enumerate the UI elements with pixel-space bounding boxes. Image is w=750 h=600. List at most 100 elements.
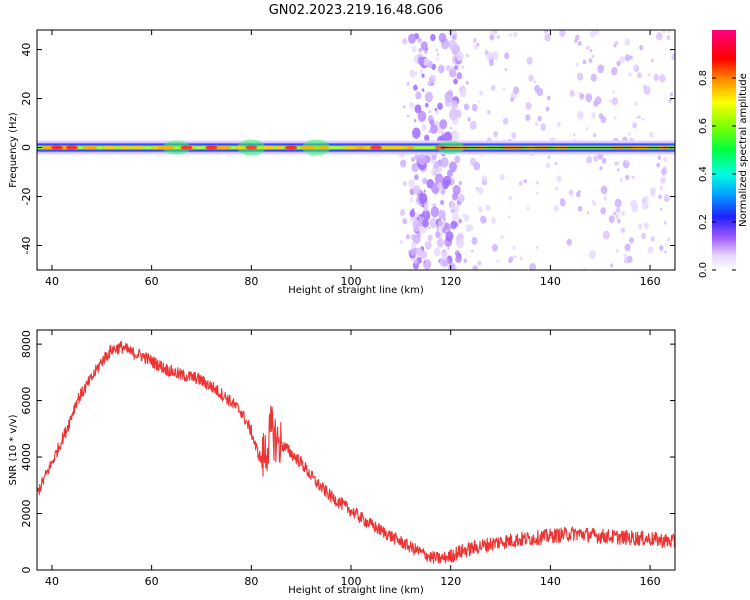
noise-speckle bbox=[510, 96, 515, 102]
noise-speckle bbox=[415, 91, 422, 100]
noise-speckle bbox=[448, 39, 457, 51]
noise-speckle bbox=[502, 87, 506, 91]
noise-speckles bbox=[398, 30, 675, 270]
snr-panel: 40 60 80 100 120 140 160 0 2000 4000 6000 8000 Hei… bbox=[8, 329, 676, 596]
noise-speckle bbox=[589, 49, 593, 53]
noise-speckle bbox=[429, 119, 435, 126]
x-tick-label: 160 bbox=[640, 575, 661, 588]
noise-speckle bbox=[496, 259, 499, 263]
noise-speckle bbox=[613, 43, 617, 48]
noise-speckle bbox=[663, 156, 668, 163]
noise-speckle bbox=[443, 131, 453, 143]
noise-speckle bbox=[546, 95, 551, 101]
noise-speckle bbox=[668, 98, 672, 103]
noise-speckle bbox=[457, 204, 460, 207]
noise-speckle bbox=[513, 86, 520, 95]
noise-speckle bbox=[545, 162, 551, 169]
noise-speckle bbox=[417, 37, 422, 43]
noise-speckle bbox=[412, 233, 421, 245]
noise-speckle bbox=[629, 55, 633, 60]
x-tick-label: 100 bbox=[341, 575, 362, 588]
noise-speckle bbox=[536, 191, 539, 195]
noise-speckle bbox=[649, 187, 657, 196]
noise-speckle bbox=[437, 219, 443, 227]
noise-speckle bbox=[477, 260, 482, 266]
noise-speckle bbox=[417, 110, 427, 122]
noise-speckle bbox=[586, 45, 590, 50]
noise-speckle bbox=[536, 181, 539, 185]
noise-speckle bbox=[600, 116, 607, 124]
noise-speckle bbox=[582, 59, 587, 65]
noise-speckle bbox=[543, 30, 548, 34]
noise-speckle bbox=[617, 168, 620, 172]
noise-speckle bbox=[481, 175, 488, 183]
noise-speckle bbox=[523, 179, 527, 184]
noise-speckle bbox=[610, 263, 613, 267]
noise-speckle bbox=[664, 250, 667, 254]
noise-speckle bbox=[525, 114, 531, 122]
noise-speckle bbox=[440, 188, 446, 195]
noise-speckle bbox=[427, 234, 433, 242]
noise-speckle bbox=[613, 211, 617, 216]
noise-speckle bbox=[662, 166, 667, 172]
colorbar-ticks: 0.0 0.2 0.4 0.6 0.8 bbox=[698, 70, 736, 278]
noise-speckle bbox=[458, 218, 463, 224]
noise-speckle bbox=[413, 119, 417, 123]
noise-speckle bbox=[418, 192, 428, 205]
noise-speckle bbox=[642, 195, 649, 204]
noise-speckle bbox=[629, 237, 634, 244]
noise-speckle bbox=[656, 162, 661, 168]
ridge-peak bbox=[369, 145, 382, 150]
noise-speckle bbox=[578, 91, 581, 95]
noise-speckle bbox=[472, 265, 479, 270]
ridge-segment bbox=[234, 145, 246, 150]
ridge-peak bbox=[205, 145, 218, 150]
noise-speckle bbox=[555, 186, 559, 191]
noise-speckle bbox=[589, 30, 596, 38]
y-tick-label: 6000 bbox=[20, 387, 33, 415]
x-tick-label: 120 bbox=[440, 275, 461, 288]
noise-speckle bbox=[471, 236, 478, 245]
noise-speckle bbox=[455, 46, 458, 50]
noise-speckle bbox=[454, 65, 458, 70]
noise-speckle bbox=[577, 110, 584, 120]
noise-speckle bbox=[587, 211, 590, 215]
noise-speckle bbox=[490, 30, 496, 36]
noise-speckle bbox=[423, 260, 426, 264]
ridge-segment bbox=[101, 145, 119, 150]
snr-plot-area bbox=[37, 330, 675, 570]
noise-speckle bbox=[569, 90, 575, 97]
noise-speckle bbox=[485, 204, 491, 211]
noise-speckle bbox=[408, 179, 415, 188]
noise-speckle bbox=[616, 60, 621, 67]
noise-speckle bbox=[427, 81, 431, 87]
noise-speckle bbox=[559, 198, 566, 207]
ridge-segment bbox=[299, 145, 318, 150]
noise-speckle bbox=[661, 30, 666, 34]
y-tick-label: -40 bbox=[20, 237, 33, 255]
noise-speckle bbox=[402, 38, 408, 45]
noise-speckle bbox=[412, 184, 421, 195]
noise-speckle bbox=[486, 51, 493, 61]
noise-speckle bbox=[499, 173, 505, 181]
noise-speckle bbox=[496, 34, 500, 40]
noise-speckle bbox=[452, 169, 455, 173]
noise-speckle bbox=[643, 85, 647, 90]
noise-speckle bbox=[450, 100, 459, 110]
noise-speckle bbox=[647, 72, 651, 77]
noise-speckle bbox=[659, 245, 664, 251]
noise-speckle bbox=[411, 257, 414, 262]
noise-speckle bbox=[632, 175, 635, 179]
noise-speckle bbox=[420, 250, 428, 260]
spectrogram-panel: 40 60 80 100 120 140 160 -40 -20 0 20 40 Height of… bbox=[8, 29, 676, 296]
noise-speckle bbox=[421, 88, 425, 92]
y-tick-label: 8000 bbox=[20, 330, 33, 358]
noise-speckle bbox=[575, 34, 580, 41]
noise-speckle bbox=[489, 33, 495, 41]
y-tick-label: 20 bbox=[20, 92, 33, 106]
colorbar-tick-label: 0.0 bbox=[698, 262, 709, 278]
colorbar-tick-label: 0.2 bbox=[698, 214, 709, 230]
noise-speckle bbox=[414, 174, 419, 181]
noise-speckle bbox=[500, 234, 504, 240]
